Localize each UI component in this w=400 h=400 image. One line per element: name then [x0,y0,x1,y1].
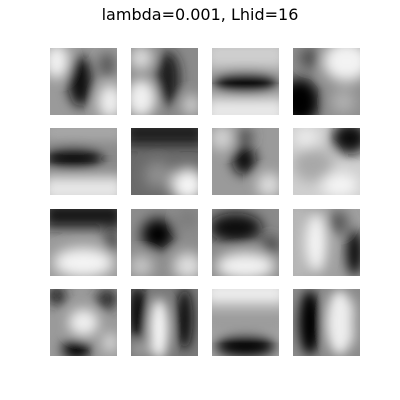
filter-image-9 [50,209,117,276]
figure-title: lambda=0.001, Lhid=16 [101,5,299,24]
filter-image-2 [131,48,198,115]
filter-image-3 [212,48,279,115]
filter-tile-13 [50,289,117,356]
filter-tile-10 [131,209,198,276]
filter-tile-9 [50,209,117,276]
filter-tile-12 [293,209,360,276]
filter-image-6 [131,128,198,195]
filter-tile-6 [131,128,198,195]
filter-tile-3 [212,48,279,115]
filter-image-1 [50,48,117,115]
filter-image-14 [131,289,198,356]
filter-tile-11 [212,209,279,276]
filter-image-8 [293,128,360,195]
filter-tile-5 [50,128,117,195]
filter-image-4 [293,48,360,115]
filter-tile-4 [293,48,360,115]
filter-tile-1 [50,48,117,115]
filter-image-16 [293,289,360,356]
filter-image-13 [50,289,117,356]
filter-tile-7 [212,128,279,195]
filter-image-5 [50,128,117,195]
filter-tile-2 [131,48,198,115]
filter-tile-14 [131,289,198,356]
filter-tile-8 [293,128,360,195]
filter-image-15 [212,289,279,356]
filter-tile-15 [212,289,279,356]
filter-image-11 [212,209,279,276]
filter-image-7 [212,128,279,195]
filter-image-10 [131,209,198,276]
filter-grid [50,48,360,356]
filter-tile-16 [293,289,360,356]
filter-image-12 [293,209,360,276]
